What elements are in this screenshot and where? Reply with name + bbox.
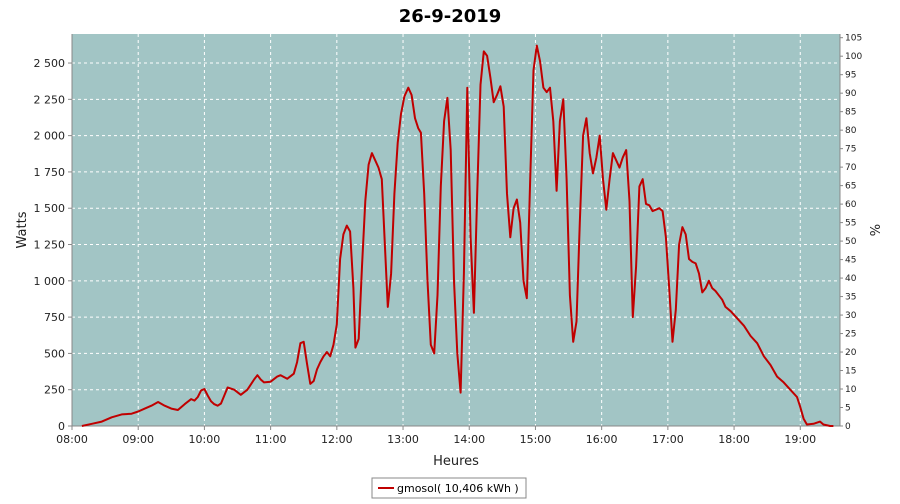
y2-tick-label-7: 35	[845, 293, 856, 303]
x-tick-label-0: 08:00	[56, 433, 88, 446]
y2-tick-label-14: 70	[845, 163, 857, 173]
y2-tick-label-8: 40	[845, 274, 857, 284]
y2-tick-label-1: 5	[845, 404, 851, 414]
y-tick-label-7: 1 750	[34, 166, 66, 179]
legend-box	[371, 477, 527, 499]
x-axis-label: Heures	[433, 454, 479, 469]
x-tick-label-7: 15:00	[520, 433, 552, 446]
x-tick-label-6: 14:00	[453, 433, 485, 446]
y-tick-label-4: 1 000	[34, 275, 66, 288]
y2-tick-label-9: 45	[845, 256, 856, 266]
y2-tick-label-5: 25	[845, 330, 856, 340]
x-tick-label-8: 16:00	[586, 433, 618, 446]
y2-tick-label-13: 65	[845, 182, 856, 192]
chart-title: 26-9-2019	[399, 6, 502, 27]
y2-tick-label-2: 10	[845, 385, 857, 395]
tick-labels: 08:00 09:00 10:00 11:00 12:00 13:00 14:00 15:00…	[34, 34, 863, 446]
y2-tick-label-6: 30	[845, 311, 857, 321]
plot-area	[72, 34, 840, 426]
legend: gmosol( 10,406 kWh )	[371, 477, 527, 499]
y2-tick-label-15: 75	[845, 145, 856, 155]
y-tick-label-1: 250	[44, 384, 65, 397]
y2-tick-label-12: 60	[845, 200, 857, 210]
x-tick-label-2: 10:00	[189, 433, 221, 446]
y2-tick-label-0: 0	[845, 422, 851, 432]
series-layer	[81, 44, 834, 427]
y-tick-label-6: 1 500	[34, 202, 66, 215]
y2-tick-label-16: 80	[845, 126, 857, 136]
x-tick-label-10: 18:00	[718, 433, 750, 446]
x-tick-label-5: 13:00	[387, 433, 419, 446]
series-line-0	[81, 44, 834, 427]
y2-tick-label-10: 50	[845, 237, 857, 247]
y-tick-label-5: 1 250	[34, 239, 66, 252]
y2-tick-label-19: 95	[845, 71, 856, 81]
x-tick-label-3: 11:00	[255, 433, 287, 446]
x-tick-label-4: 12:00	[321, 433, 353, 446]
y-tick-label-2: 500	[44, 347, 65, 360]
y2-tick-label-11: 55	[845, 219, 856, 229]
grid-lines	[71, 34, 840, 426]
y2-tick-label-17: 85	[845, 108, 856, 118]
y-tick-label-10: 2 500	[34, 57, 66, 70]
x-tick-label-11: 19:00	[784, 433, 816, 446]
y-tick-label-3: 750	[44, 311, 65, 324]
legend-entry: gmosol( 10,406 kWh )	[397, 482, 519, 495]
y-tick-label-9: 2 250	[34, 93, 66, 106]
y2-tick-label-20: 100	[845, 52, 862, 62]
y2-tick-label-18: 90	[845, 89, 857, 99]
y2-tick-label-21: 105	[845, 34, 862, 44]
x-tick-label-9: 17:00	[652, 433, 684, 446]
y-axis-label: Watts	[15, 211, 30, 248]
x-tick-label-1: 09:00	[122, 433, 154, 446]
y2-axis-label: %	[869, 224, 884, 236]
y2-tick-label-3: 15	[845, 367, 856, 377]
y-tick-label-0: 0	[58, 420, 65, 433]
y-tick-label-8: 2 000	[34, 130, 66, 143]
y2-tick-label-4: 20	[845, 348, 857, 358]
